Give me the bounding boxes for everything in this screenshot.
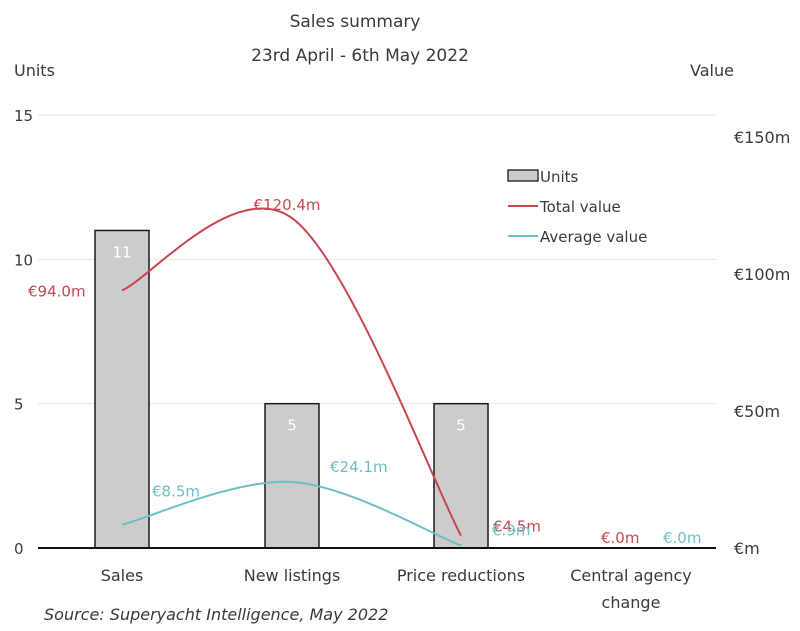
units-bar-label: 5: [456, 417, 466, 435]
right-axis-label: Value: [690, 61, 734, 80]
data-label: €24.1m: [330, 458, 388, 476]
category-label: change: [602, 593, 661, 612]
line-total-value: [121, 207, 462, 537]
data-label: €94.0m: [28, 282, 86, 300]
x-axis: Sales New listings Price reductions Central…: [38, 547, 716, 612]
units-bar: [433, 402, 489, 549]
units-bar: [264, 402, 320, 549]
left-tick-label: 15: [14, 107, 33, 125]
left-axis-ticks: 0 5 10 15: [14, 107, 33, 558]
line-average-value: [121, 480, 462, 547]
chart-subtitle: 23rd April - 6th May 2022: [251, 46, 469, 66]
legend-label: Average value: [540, 228, 647, 246]
left-tick-label: 0: [14, 540, 24, 558]
category-label: Price reductions: [397, 566, 525, 585]
units-bar: [94, 229, 150, 549]
legend-label: Total value: [539, 198, 621, 216]
data-label: €.0m: [663, 529, 701, 547]
data-label: €.9m: [492, 522, 530, 540]
gridlines: [38, 114, 716, 405]
data-label: €8.5m: [152, 483, 200, 501]
category-label: Sales: [101, 566, 144, 585]
source-note: Source: Superyacht Intelligence, May 202…: [44, 605, 388, 624]
chart-title: Sales summary: [290, 12, 421, 32]
legend-label: Units: [540, 168, 579, 186]
units-bars: 11 5 5: [94, 229, 489, 549]
right-tick-label: €100m: [734, 265, 790, 284]
left-tick-label: 5: [14, 396, 24, 414]
legend: Units Total value Average value: [507, 168, 647, 246]
right-axis-ticks: €m €50m €100m €150m: [734, 128, 790, 558]
units-bar-label: 5: [287, 417, 297, 435]
right-tick-label: €50m: [734, 402, 780, 421]
units-bar-label: 11: [112, 243, 131, 261]
legend-swatch: [507, 169, 539, 182]
data-label: €.0m: [601, 529, 639, 547]
right-tick-label: €150m: [734, 128, 790, 147]
data-label: €4.5m: [493, 518, 541, 536]
category-label: New listings: [244, 566, 341, 585]
left-axis-label: Units: [14, 61, 55, 80]
value-lines: €94.0m €120.4m €4.5m €.0m €8.5m €24.1m €.9m €.0…: [28, 196, 701, 549]
data-label: €120.4m: [253, 196, 320, 214]
left-tick-label: 10: [14, 251, 33, 269]
category-label: Central agency: [570, 566, 692, 585]
right-tick-label: €m: [734, 539, 760, 558]
